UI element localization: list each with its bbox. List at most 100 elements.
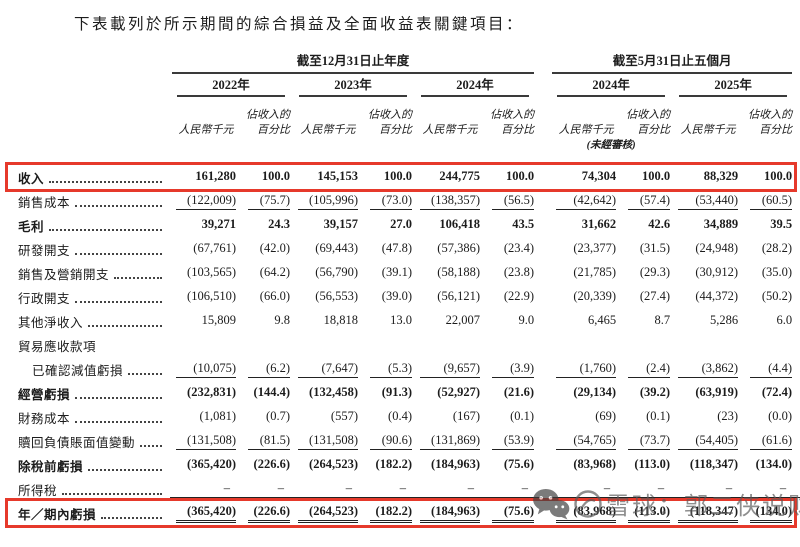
column-spacer: [536, 285, 550, 309]
table-row: 經營虧損 (232,831) (144.4) (132,458) (91.3) (52,9…: [8, 381, 794, 405]
col-label-pct: 佔收入的 百分比: [368, 109, 412, 136]
percent-cell: –: [622, 477, 679, 501]
amount-cell: 22,007: [445, 313, 480, 327]
percent-cell: (5.3): [364, 357, 414, 381]
percent-cell: (75.6): [486, 501, 536, 525]
column-spacer: [536, 357, 550, 381]
row-label: 毛利: [8, 213, 170, 237]
percent-cell: [622, 333, 672, 357]
column-spacer: [536, 189, 550, 213]
amount-cell: –: [170, 477, 244, 501]
amount-cell: (67,761): [193, 241, 236, 255]
percent-cell: (73.7): [622, 429, 672, 453]
amount-cell: (9,657): [414, 357, 486, 381]
row-label: 經營虧損: [8, 381, 170, 405]
income-statement-table: 截至12月31日止年度 截至5月31日止五個月 2022年 2023年 2024…: [4, 50, 800, 528]
column-spacer: [536, 50, 550, 74]
amount-cell: (54,765): [550, 429, 622, 453]
percent-cell: 100.0: [505, 169, 535, 183]
amount-cell: 106,418: [439, 217, 480, 231]
amount-cell: 31,662: [581, 217, 617, 231]
dot-leader: [114, 276, 162, 279]
year-header-2024-5m: 2024年: [550, 74, 672, 97]
amount-cell: 39,157: [323, 217, 358, 231]
percent-cell: (66.0): [259, 289, 290, 303]
amount-cell: (21,785): [573, 265, 617, 279]
amount-cell: (103,565): [187, 265, 236, 279]
amount-cell: 6,465: [587, 313, 617, 327]
percent-cell: 100.0: [763, 169, 793, 183]
percent-cell: (23.4): [503, 241, 535, 255]
amount-cell: –: [414, 477, 488, 501]
percent-cell: 100.0: [641, 169, 671, 183]
amount-cell: (56,121): [437, 289, 480, 303]
table-row-highlighted: 收入 161,280 100.0 145,153 100.0 244,775 100.0 74…: [4, 162, 798, 192]
percent-cell: (81.5): [242, 429, 292, 453]
col-label-pct: 佔收入的 百分比: [246, 109, 290, 136]
amount-cell: (56,790): [315, 265, 358, 279]
amount-cell: (63,919): [695, 385, 739, 399]
table-row: 毛利 39,271 24.3 39,157 27.0 106,418 43.5 31,662 4…: [8, 213, 794, 237]
watermark: 雪球：郭二侠说财: [532, 486, 800, 521]
amount-cell: (58,188): [437, 265, 480, 279]
percent-cell: (21.6): [503, 385, 535, 399]
unaudited-note: (未經審核): [586, 140, 636, 151]
header-spacer: [8, 74, 170, 97]
period-group-annual: 截至12月31日止年度: [170, 50, 536, 74]
table-row: 已確認減值虧損 (10,075) (6.2) (7,647) (5.3) (9,657)(…: [8, 357, 794, 381]
dot-leader: [140, 444, 162, 447]
amount-cell: (44,372): [695, 289, 739, 303]
percent-cell: 8.7: [654, 313, 671, 327]
amount-cell: [550, 333, 622, 357]
percent-cell: –: [744, 477, 800, 501]
percent-cell: 9.0: [518, 313, 535, 327]
percent-cell: (73.0): [364, 189, 414, 213]
percent-cell: (0.7): [266, 409, 290, 423]
percent-cell: (6.2): [242, 357, 292, 381]
percent-cell: (53.9): [486, 429, 536, 453]
header-spacer: [8, 97, 170, 137]
column-spacer: [536, 97, 550, 137]
amount-cell: (138,357): [414, 189, 486, 213]
amount-cell: (30,912): [695, 265, 739, 279]
col-label-rmb: 人民幣千元: [178, 123, 234, 136]
unaudited-note-row: (未經審核): [8, 137, 794, 152]
column-spacer: [536, 333, 550, 357]
amount-cell: [292, 333, 364, 357]
amount-cell: (106,510): [187, 289, 236, 303]
table-row: 所得稅 – – – – – – – – – –: [8, 477, 800, 501]
amount-cell: (54,405): [672, 429, 744, 453]
column-label-row: 人民幣千元 佔收入的 百分比 人民幣千元 佔收入的 百分比 人民幣千元 佔收入的 百分…: [8, 97, 794, 137]
year-header-2022: 2022年: [170, 74, 292, 97]
amount-cell: (184,963): [431, 457, 480, 471]
amount-cell: (83,968): [550, 501, 622, 525]
column-spacer: [536, 165, 550, 189]
percent-cell: (226.6): [242, 501, 292, 525]
dot-leader: [49, 180, 162, 183]
table-row: 財務成本 (1,081) (0.7) (557) (0.4) (167) (0.1) (69)…: [8, 405, 794, 429]
percent-cell: 39.5: [770, 217, 793, 231]
period-group-five-months: 截至5月31日止五個月: [550, 50, 794, 74]
table-row: 銷售及營銷開支 (103,565) (64.2) (56,790) (39.1) (58,…: [8, 261, 794, 285]
col-label-rmb: 人民幣千元: [558, 123, 614, 136]
percent-cell: (0.1): [646, 409, 671, 423]
year-header-2025-5m: 2025年: [672, 74, 794, 97]
amount-cell: (131,869): [414, 429, 486, 453]
percent-cell: 13.0: [390, 313, 412, 327]
dot-leader: [88, 468, 162, 471]
amount-cell: –: [292, 477, 366, 501]
col-label-pct: 佔收入的 百分比: [490, 109, 535, 136]
percent-cell: (23.8): [503, 265, 535, 279]
percent-cell: (50.2): [761, 289, 793, 303]
percent-cell: (61.6): [744, 429, 794, 453]
percent-cell: (35.0): [761, 265, 793, 279]
amount-cell: (118,347): [672, 501, 744, 525]
amount-cell: 244,775: [439, 169, 480, 183]
percent-cell: (182.2): [364, 501, 414, 525]
amount-cell: (118,347): [689, 457, 739, 471]
amount-cell: (122,009): [170, 189, 242, 213]
row-label: 研發開支: [8, 237, 170, 261]
amount-cell: (1,081): [199, 409, 236, 423]
row-label: 財務成本: [8, 405, 170, 429]
amount-cell: (23): [717, 409, 739, 423]
